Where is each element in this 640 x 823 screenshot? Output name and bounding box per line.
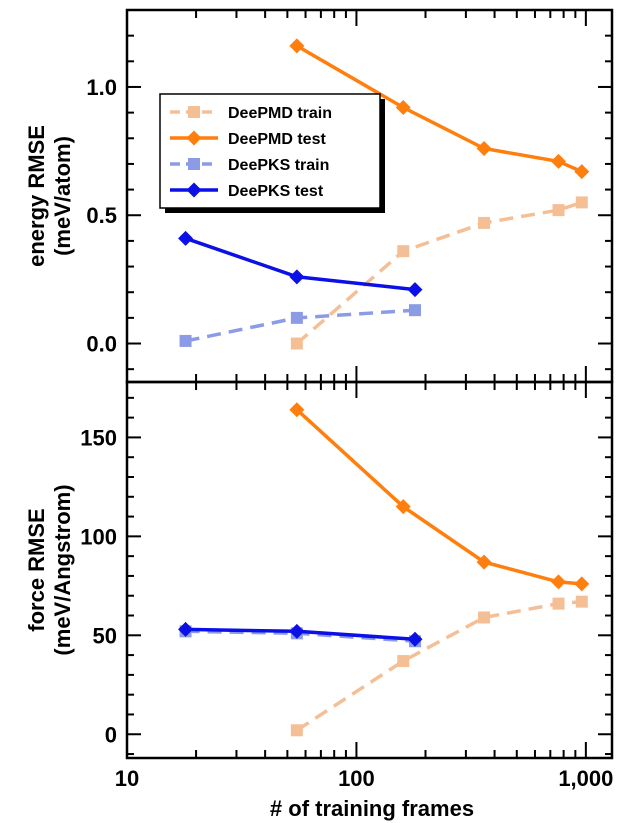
x-tick-label: 1,000 bbox=[558, 766, 613, 791]
legend-item-deepks-test: DeePKS test bbox=[170, 182, 324, 200]
energy-series-deepmd-train bbox=[290, 196, 588, 350]
deepmd-train-line bbox=[295, 200, 583, 345]
deepks-test-point bbox=[178, 621, 194, 637]
deepmd-test-point bbox=[395, 99, 411, 115]
legend-item-deepmd-train: DeePMD train bbox=[170, 105, 332, 122]
force-y-tick-label: 0 bbox=[105, 722, 117, 747]
deepks-test-point bbox=[178, 230, 194, 246]
deepmd-train-point bbox=[575, 595, 588, 608]
energy-series-deepks-train bbox=[179, 304, 421, 347]
deepmd-test-line bbox=[295, 408, 582, 586]
deepmd-train-point bbox=[290, 337, 303, 350]
legend-item-deepmd-test: DeePMD test bbox=[170, 130, 326, 148]
deepmd-test-point bbox=[289, 402, 305, 418]
deepks-test-point bbox=[407, 282, 423, 298]
energy-y-tick-label: 0.0 bbox=[86, 332, 117, 357]
x-tick-label: 100 bbox=[338, 766, 375, 791]
force-plot-frame bbox=[125, 380, 614, 760]
deepmd-train-point bbox=[290, 724, 303, 737]
force-y-axis-label-line2: (meV/Angstrom) bbox=[50, 484, 75, 655]
deepmd-train-point bbox=[478, 216, 491, 229]
legend-item-deepks-train: DeePKS train bbox=[170, 157, 329, 174]
legend-marker bbox=[188, 158, 200, 170]
force-panel: 0 50 100 150 force RMSE(meV/Angstrom) bbox=[24, 380, 614, 760]
energy-y-axis-label-line1: energy RMSE bbox=[24, 125, 49, 267]
force-y-axis-label: force RMSE(meV/Angstrom) bbox=[24, 484, 75, 655]
legend-label: DeePKS train bbox=[228, 157, 329, 174]
deepmd-train-line bbox=[295, 599, 582, 732]
deepmd-test-point bbox=[476, 141, 492, 157]
energy-y-tick-label: 1.0 bbox=[86, 75, 117, 100]
deepks-test-line bbox=[185, 236, 416, 292]
deepmd-test-point bbox=[551, 574, 567, 590]
deepmd-train-point bbox=[397, 245, 410, 258]
legend-label: DeePKS test bbox=[228, 183, 324, 200]
deepks-train-point bbox=[179, 334, 192, 347]
deepmd-train-point bbox=[552, 597, 565, 610]
deepks-test-point bbox=[289, 269, 305, 285]
x-axis-label: # of training frames bbox=[270, 796, 474, 821]
energy-panel: 0.0 0.5 1.0 energy RMSE(meV/atom) DeePMD tra… bbox=[24, 8, 614, 384]
deepmd-test-point bbox=[574, 576, 590, 592]
deepmd-test-point bbox=[551, 153, 567, 169]
force-y-axis-label-line1: force RMSE bbox=[24, 508, 49, 631]
deepmd-test-point bbox=[395, 499, 411, 515]
energy-series-deepmd-test bbox=[289, 38, 590, 180]
deepmd-train-point bbox=[478, 611, 491, 624]
force-series-deepmd-test bbox=[289, 402, 590, 592]
legend-marker bbox=[186, 130, 202, 146]
force-series-deepmd-train bbox=[290, 595, 588, 737]
deepmd-test-point bbox=[476, 554, 492, 570]
deepks-train-point bbox=[290, 311, 303, 324]
force-y-tick-label: 50 bbox=[93, 623, 117, 648]
deepmd-train-point bbox=[552, 204, 565, 217]
deepks-test-point bbox=[407, 631, 423, 647]
legend: DeePMD train DeePMD test DeePKS train DeePK… bbox=[159, 93, 385, 213]
legend-label: DeePMD train bbox=[228, 105, 332, 122]
deepmd-train-point bbox=[397, 655, 410, 668]
energy-y-axis-label-line2: (meV/atom) bbox=[50, 136, 75, 256]
x-tick-label: 10 bbox=[115, 766, 139, 791]
energy-series-deepks-test bbox=[178, 230, 423, 298]
deepks-train-point bbox=[408, 304, 421, 317]
force-y-tick-label: 150 bbox=[80, 425, 117, 450]
legend-marker bbox=[186, 182, 202, 198]
force-y-tick-label: 100 bbox=[80, 524, 117, 549]
legend-marker bbox=[188, 106, 200, 118]
deepmd-test-point bbox=[289, 38, 305, 54]
deepmd-test-point bbox=[574, 164, 590, 180]
energy-y-axis-label: energy RMSE(meV/atom) bbox=[24, 125, 75, 267]
energy-y-tick-label: 0.5 bbox=[86, 203, 117, 228]
legend-label: DeePMD test bbox=[228, 131, 326, 148]
deepks-test-point bbox=[289, 623, 305, 639]
deepmd-train-point bbox=[575, 196, 588, 209]
force-series-deepks-test bbox=[178, 621, 423, 647]
